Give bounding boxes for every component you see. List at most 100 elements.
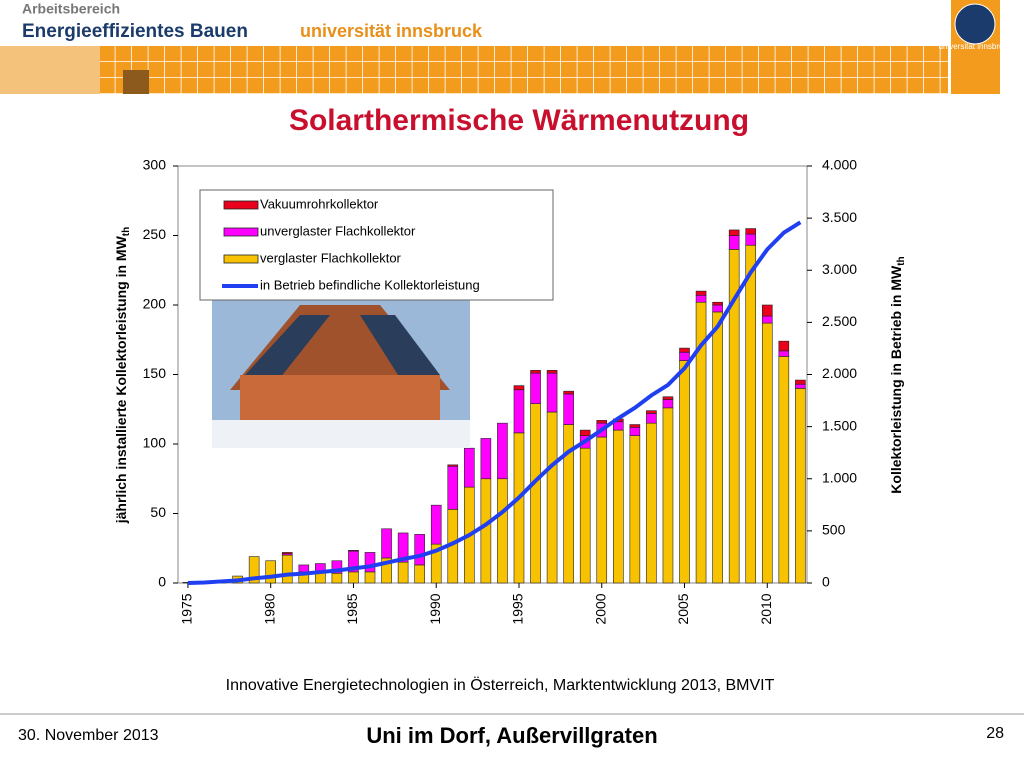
bar-segment [679, 347, 690, 353]
bar-segment [447, 464, 459, 467]
y-tick-label: 0 [158, 574, 166, 590]
bar-segment [563, 393, 574, 425]
y2-tick-label: 1.500 [822, 417, 857, 433]
bar-segment [795, 388, 806, 584]
bar-segment [447, 465, 459, 510]
legend-label: in Betrieb befindliche Kollektorleistung [260, 277, 480, 292]
y-axis-title: jährlich installierte Kollektorleistung … [113, 227, 132, 525]
bar-segment [579, 447, 591, 584]
bar-segment [414, 564, 425, 584]
bar-segment [612, 429, 624, 584]
header-university: universität innsbruck [300, 21, 483, 41]
y-tick-label: 50 [150, 504, 166, 520]
bar-segment [745, 244, 757, 584]
y2-tick-label: 1.000 [822, 469, 857, 485]
bar-segment [265, 560, 276, 584]
bar-segment [596, 436, 608, 584]
legend-label: Vakuumrohrkollektor [260, 196, 379, 211]
bar-segment [646, 410, 657, 414]
bar-segment [298, 564, 310, 573]
bar-segment [563, 390, 574, 395]
x-tick-label: 1980 [261, 593, 277, 624]
bar-segment [695, 294, 707, 303]
x-tick-label: 2000 [592, 593, 608, 624]
bar-segment [331, 560, 343, 574]
source: Innovative Energietechnologien in Österr… [226, 676, 775, 694]
bar-segment [712, 301, 723, 306]
bar-segment [364, 571, 376, 584]
bar-segment [778, 340, 790, 352]
bar-segment [480, 478, 492, 584]
footer-date: 30. November 2013 [18, 727, 159, 744]
y2-tick-label: 500 [822, 522, 846, 538]
bar-segment [745, 233, 757, 246]
bar-segment [281, 552, 293, 555]
bar-segment [712, 304, 723, 313]
bar-segment [629, 427, 641, 436]
y-tick-label: 100 [143, 435, 167, 451]
bar-segment [795, 383, 806, 389]
chart-title: Solarthermische Wärmenutzung [289, 104, 749, 137]
y2-tick-label: 3.000 [822, 261, 857, 277]
y2-tick-label: 4.000 [822, 157, 857, 173]
bar-segment [397, 532, 409, 563]
bar-segment [728, 229, 740, 236]
bar-segment [662, 407, 674, 584]
y2-tick-label: 0 [822, 574, 830, 590]
bar-segment [397, 561, 409, 584]
bar-segment [281, 554, 293, 584]
line-series [187, 220, 802, 585]
bar-segment [364, 552, 376, 573]
bar-segment [381, 528, 392, 559]
bar-segment [778, 356, 790, 584]
bar-segment [745, 228, 757, 235]
y-tick-label: 200 [143, 296, 167, 312]
legend-label: verglaster Flachkollektor [260, 250, 402, 265]
bar-segment [464, 447, 475, 488]
bar-segment [530, 370, 541, 374]
bar-segment [530, 372, 541, 404]
x-tick-label: 1975 [179, 593, 195, 624]
y2-tick-label: 2.000 [822, 365, 857, 381]
logo-text: universität innsbruck [939, 42, 1013, 51]
y2-axis-title: Kollektorleistung in Betrieb in MWth [888, 256, 907, 493]
bar-segment [546, 411, 558, 584]
bar-segment [513, 389, 525, 434]
bar-segment [795, 379, 806, 385]
legend-swatch [223, 254, 259, 264]
y-axis-title-main: jährlich installierte Kollektorleistung … [113, 235, 129, 524]
x-tick-label: 1990 [427, 593, 443, 624]
legend-swatch [223, 227, 259, 237]
header-band [0, 46, 948, 94]
bar-segment [331, 572, 343, 584]
header-line1: Arbeitsbereich [22, 1, 120, 17]
bar-segment [480, 438, 492, 480]
bar-segment [761, 322, 773, 584]
bar-segment [646, 413, 657, 424]
bar-segment [679, 360, 690, 584]
bar-segment [348, 571, 359, 584]
bar-segment [513, 432, 525, 584]
bar-segment [695, 290, 707, 296]
bar-segment [546, 370, 558, 374]
y2-tick-label: 3.500 [822, 209, 857, 225]
footer-title: Uni im Dorf, Außervillgraten [366, 723, 657, 748]
x-tick-label: 1985 [344, 593, 360, 624]
bar-segment [546, 372, 558, 413]
x-tick-label: 1995 [510, 593, 526, 624]
y-tick-label: 150 [143, 365, 167, 381]
bar-segment [530, 403, 541, 584]
y2-tick-label: 2.500 [822, 313, 857, 329]
y-tick-label: 250 [143, 226, 167, 242]
bar-segment [414, 534, 425, 566]
y-tick-label: 300 [143, 157, 167, 173]
photo [212, 300, 470, 448]
x-tick-label: 2010 [758, 593, 774, 624]
bar-segment [662, 396, 674, 400]
bar-segment [662, 399, 674, 409]
header-square [123, 70, 149, 94]
bar-segment [728, 235, 740, 250]
bar-segment [430, 504, 442, 545]
bar-segment [761, 315, 773, 324]
